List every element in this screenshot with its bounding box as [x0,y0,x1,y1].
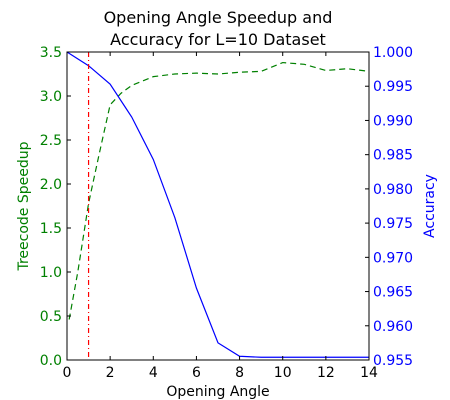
left-y-axis-label: Treecode Speedup [16,141,32,271]
left-y-tick-label: 1.5 [40,221,62,237]
left-y-tick-label: 2.0 [40,177,62,193]
right-y-tick-label: 0.960 [373,319,413,335]
chart-title-line-1: Opening Angle Speedup and [104,8,333,27]
x-tick-label: 6 [192,365,201,381]
right-y-tick-label: 0.985 [373,148,413,164]
right-y-tick-label: 1.000 [373,45,413,61]
x-tick-label: 12 [317,365,335,381]
chart-title-line-2: Accuracy for L=10 Dataset [110,30,326,49]
right-y-tick-label: 0.975 [373,216,413,232]
right-y-tick-label: 0.995 [373,79,413,95]
right-y-tick-label: 0.970 [373,250,413,266]
right-y-tick-label: 0.955 [373,353,413,369]
left-y-tick-label: 0.5 [40,309,62,325]
right-y-tick-label: 0.965 [373,285,413,301]
accuracy-series-line [66,51,369,358]
left-y-tick-label: 1.0 [40,265,62,281]
x-axis-label: Opening Angle [166,384,269,400]
x-tick-label: 0 [63,365,72,381]
x-tick-label: 14 [360,365,378,381]
left-y-tick-label: 2.5 [40,133,62,149]
left-y-tick-label: 0.0 [40,353,62,369]
left-y-tick-label: 3.5 [40,45,62,61]
axes-frame [66,51,370,361]
treecode-speedup-series-line [68,61,370,320]
x-tick-label: 4 [149,365,158,381]
right-y-axis-label: Accuracy [422,174,438,238]
right-y-tick-label: 0.990 [373,113,413,129]
left-y-tick-label: 3.0 [40,89,62,105]
x-tick-label: 8 [235,365,244,381]
x-tick-label: 10 [274,365,292,381]
plot-area: 0 2 4 6 8 10 12 14 0.0 0.5 1.0 1.5 2.0 2.5 3.0 3.5 0.955… [40,45,413,381]
x-tick-label: 2 [106,365,115,381]
right-y-tick-label: 0.980 [373,182,413,198]
